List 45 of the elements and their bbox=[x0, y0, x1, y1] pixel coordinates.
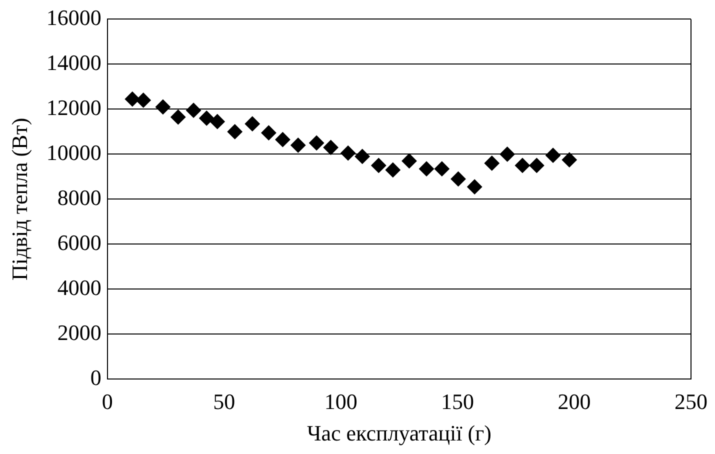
y-tick-label: 4000 bbox=[57, 274, 102, 300]
y-tick-label: 8000 bbox=[57, 184, 102, 210]
x-axis-title: Час експлуатації (г) bbox=[306, 420, 492, 446]
y-axis-title: Підвід тепла (Вт) bbox=[6, 118, 32, 281]
y-tick-label: 2000 bbox=[57, 320, 102, 345]
y-tick-label: 6000 bbox=[57, 230, 102, 255]
point bbox=[155, 99, 170, 114]
y-tick-label: 14000 bbox=[46, 50, 102, 75]
point bbox=[290, 138, 306, 153]
point bbox=[244, 116, 260, 132]
y-tick-label: 0 bbox=[90, 364, 102, 390]
point bbox=[500, 146, 515, 162]
point bbox=[210, 114, 225, 130]
y-tick-label: 10000 bbox=[46, 140, 102, 165]
x-tick-label: 100 bbox=[324, 389, 358, 414]
point bbox=[199, 110, 214, 126]
y-tick-label: 16000 bbox=[46, 4, 102, 30]
point bbox=[467, 179, 482, 194]
point bbox=[402, 153, 417, 168]
point bbox=[354, 148, 370, 164]
point bbox=[514, 158, 530, 173]
x-tick-label: 150 bbox=[441, 389, 474, 414]
point bbox=[170, 110, 186, 125]
point bbox=[227, 124, 242, 140]
x-tick-label: 250 bbox=[674, 389, 708, 414]
point bbox=[186, 102, 202, 118]
point bbox=[546, 148, 561, 163]
point bbox=[419, 161, 434, 176]
x-tick-label: 50 bbox=[213, 389, 236, 414]
point bbox=[136, 92, 151, 108]
point bbox=[434, 161, 450, 176]
point bbox=[529, 158, 544, 173]
point bbox=[340, 146, 356, 161]
point bbox=[261, 125, 276, 140]
point bbox=[309, 135, 324, 150]
point bbox=[275, 132, 290, 148]
point bbox=[484, 156, 500, 171]
point bbox=[450, 171, 466, 186]
point bbox=[562, 152, 577, 168]
point bbox=[124, 92, 140, 107]
x-tick-label: 200 bbox=[558, 389, 591, 414]
point bbox=[323, 140, 338, 155]
point bbox=[371, 158, 386, 173]
y-tick-label: 12000 bbox=[46, 94, 102, 120]
point bbox=[385, 162, 400, 178]
